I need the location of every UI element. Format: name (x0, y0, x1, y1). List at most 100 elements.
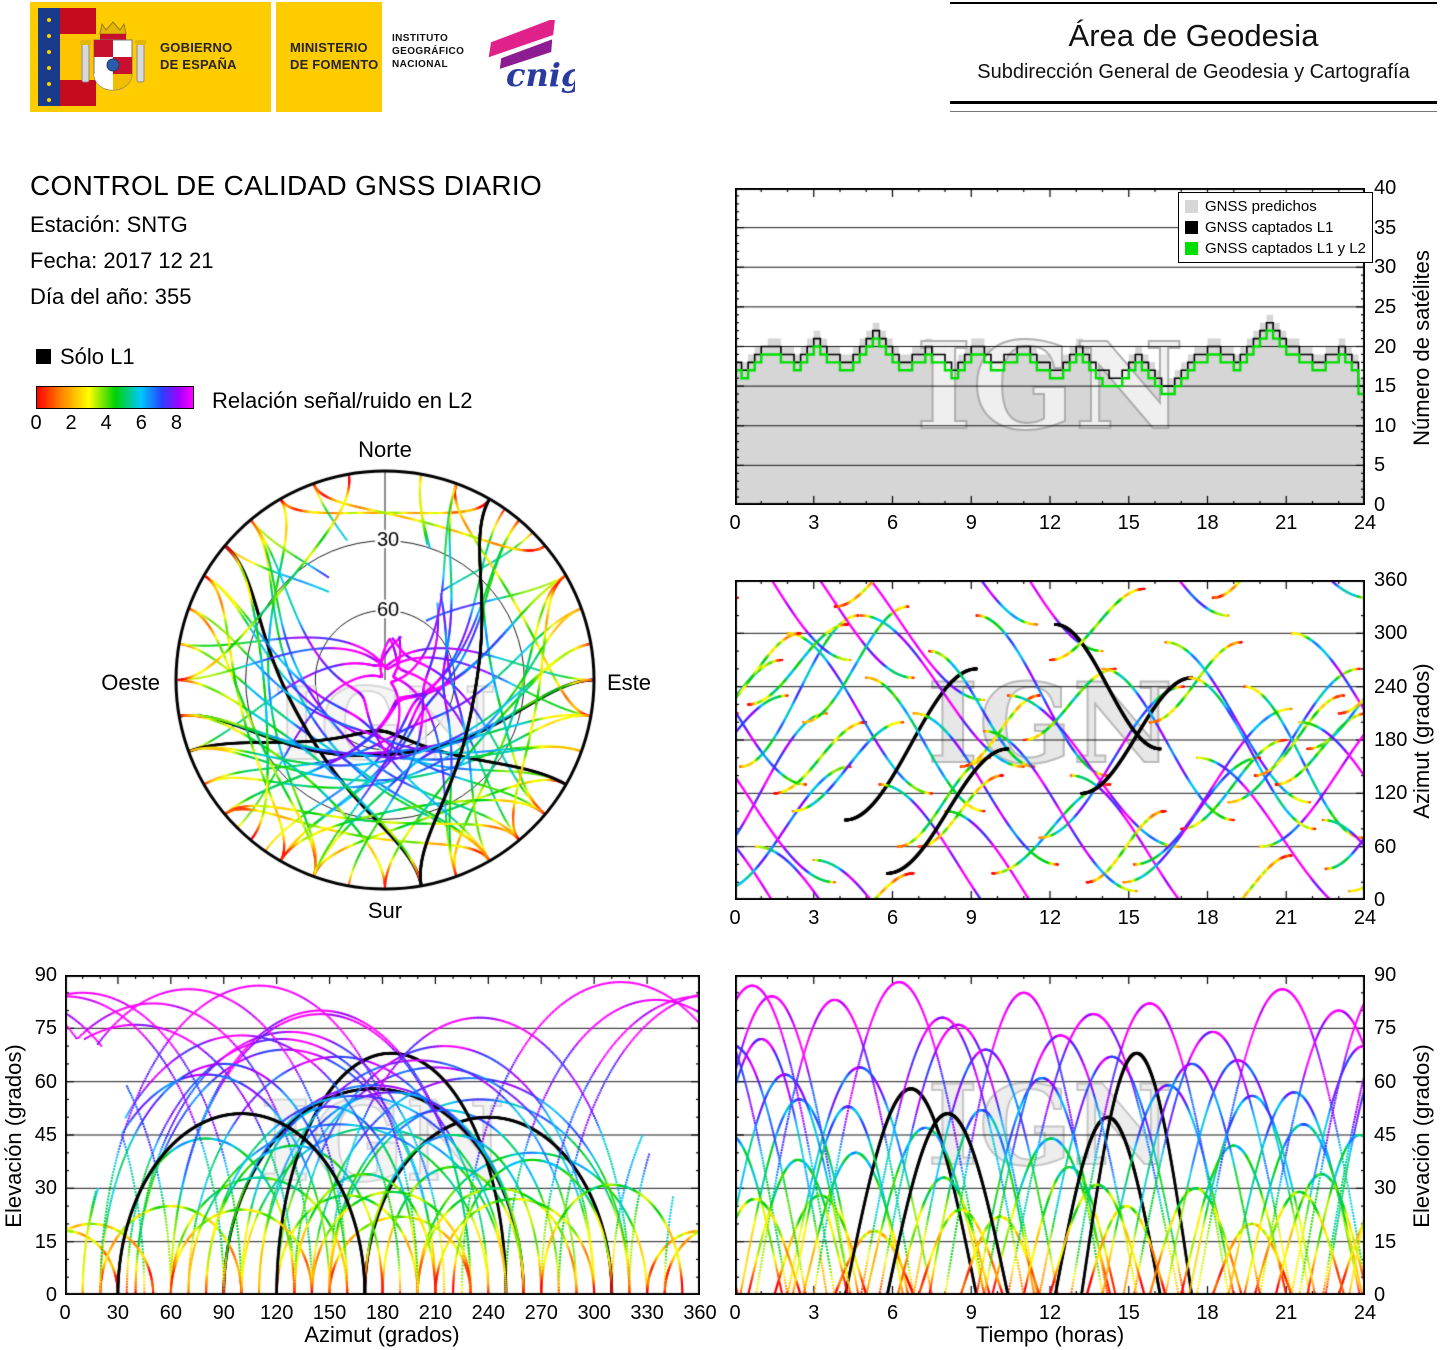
legend-label: GNSS captados L1 (1205, 219, 1334, 236)
satellite-count-legend: GNSS predichos GNSS captados L1 GNSS capta… (1178, 192, 1373, 263)
elevation-time-chart-canvas (735, 975, 1365, 1295)
y-tick-label: 5 (1374, 454, 1386, 477)
y-tick-label: 60 (1374, 1070, 1397, 1093)
l1-only-swatch (36, 349, 51, 364)
area-title: Área de Geodesia (1068, 18, 1319, 53)
skyplot-north-label: Norte (358, 437, 412, 462)
y-tick-label: 75 (34, 1017, 57, 1040)
x-tick-label: 300 (577, 1302, 611, 1324)
azimuth-time-chart-canvas (735, 580, 1365, 900)
y-tick-label: 30 (34, 1177, 57, 1200)
x-tick-label: 12 (1038, 907, 1062, 929)
y-axis-title-azimuth: Azimut (grados) (1409, 663, 1434, 819)
x-tick-label: 180 (365, 1302, 400, 1324)
y-tick-label: 15 (1374, 375, 1397, 398)
y-tick-label: 25 (1374, 295, 1397, 318)
x-tick-label: 210 (418, 1302, 453, 1324)
x-tick-label: 6 (886, 512, 899, 534)
y-tick-label: 15 (1374, 1230, 1397, 1253)
y-tick-label: 90 (34, 964, 57, 986)
x-tick-label: 18 (1196, 1302, 1219, 1324)
y-tick-label: 360 (1374, 569, 1408, 591)
y-tick-label: 0 (1374, 494, 1386, 516)
x-tick-label: 15 (1117, 1302, 1140, 1324)
cnig-logo: cnig (488, 20, 575, 94)
l1-only-label: Sólo L1 (60, 344, 135, 369)
skyplot-west-label: Oeste (101, 670, 160, 695)
area-header: Área de Geodesia Subdirección General de… (950, 2, 1437, 104)
header-rule (950, 111, 1437, 112)
snr-colorbar-label: Relación señal/ruido en L2 (212, 388, 473, 413)
x-tick-label: 360 (683, 1302, 717, 1324)
x-tick-label: 12 (1038, 1302, 1062, 1324)
x-tick-label: 60 (159, 1302, 182, 1324)
x-tick-label: 0 (59, 1302, 71, 1324)
y-tick-label: 40 (1374, 177, 1397, 199)
svg-text:cnig: cnig (506, 56, 575, 94)
y-axis-title-elevation-right: Elevación (grados) (1409, 1044, 1434, 1228)
legend-swatch (1185, 200, 1198, 213)
x-tick-label: 270 (524, 1302, 558, 1324)
y-tick-label: 60 (1374, 835, 1397, 858)
snr-colorbar (36, 386, 194, 409)
x-tick-label: 12 (1038, 512, 1062, 534)
y-tick-label: 35 (1374, 216, 1397, 239)
x-tick-label: 3 (808, 512, 820, 534)
spain-coat-of-arms-icon (80, 21, 146, 91)
x-tick-label: 9 (965, 512, 977, 534)
x-tick-label: 90 (212, 1302, 235, 1324)
legend-item: GNSS captados L1 (1185, 217, 1366, 238)
y-tick-label: 45 (34, 1124, 57, 1146)
gobierno-label: GOBIERNO DE ESPAÑA (160, 40, 237, 72)
y-tick-label: 90 (1374, 964, 1397, 986)
flag-blue-strip (38, 8, 60, 106)
x-tick-label: 18 (1196, 512, 1219, 534)
x-tick-label: 24 (1353, 1302, 1377, 1324)
station-label: Estación: SNTG (30, 212, 188, 237)
x-tick-label: 0 (729, 512, 741, 534)
x-tick-label: 240 (471, 1302, 506, 1324)
x-tick-label: 15 (1117, 907, 1140, 929)
y-tick-label: 30 (1374, 1177, 1397, 1200)
y-axis-title-satellite-count: Número de satélites (1409, 250, 1434, 446)
instituto-geografico-label: INSTITUTO GEOGRÁFICO NACIONAL (392, 33, 465, 70)
x-tick-label: 24 (1353, 907, 1377, 929)
gobierno-espana-panel: GOBIERNO DE ESPAÑA (30, 2, 271, 112)
x-tick-label: 18 (1196, 907, 1219, 929)
ministerio-label: MINISTERIO DE FOMENTO (290, 40, 379, 72)
x-tick-label: 6 (886, 1302, 899, 1324)
x-tick-label: 330 (630, 1302, 664, 1324)
legend-swatch (1185, 221, 1198, 234)
y-tick-label: 0 (1374, 889, 1386, 911)
x-tick-label: 9 (965, 907, 977, 929)
x-tick-label: 9 (965, 1302, 977, 1324)
skyplot-canvas (165, 460, 605, 900)
x-tick-label: 150 (312, 1302, 347, 1324)
y-tick-label: 300 (1374, 622, 1408, 645)
y-tick-label: 45 (1374, 1124, 1397, 1146)
x-tick-label: 21 (1275, 512, 1298, 534)
area-subtitle: Subdirección General de Geodesia y Carto… (977, 61, 1410, 83)
date-label: Fecha: 2017 12 21 (30, 248, 214, 273)
legend-item: GNSS captados L1 y L2 (1185, 238, 1366, 259)
y-tick-label: 0 (45, 1284, 57, 1306)
x-tick-label: 30 (106, 1302, 130, 1324)
snr-tick-label: 6 (135, 412, 147, 434)
x-tick-label: 15 (1117, 512, 1140, 534)
y-tick-label: 0 (1374, 1284, 1386, 1306)
legend-label: GNSS predichos (1205, 198, 1317, 215)
y-tick-label: 60 (34, 1070, 57, 1093)
y-tick-label: 75 (1374, 1017, 1397, 1040)
x-tick-label: 0 (729, 907, 741, 929)
x-tick-label: 21 (1275, 1302, 1298, 1324)
x-tick-label: 3 (808, 907, 820, 929)
y-tick-label: 10 (1374, 414, 1397, 437)
snr-tick-label: 2 (65, 412, 77, 434)
elevation-azimuth-chart-canvas (65, 975, 700, 1295)
x-tick-label: 0 (729, 1302, 741, 1324)
x-tick-label: 24 (1353, 512, 1377, 534)
ministerio-panel: MINISTERIO DE FOMENTO (276, 2, 382, 112)
y-tick-label: 180 (1374, 729, 1408, 751)
y-tick-label: 120 (1374, 782, 1408, 805)
